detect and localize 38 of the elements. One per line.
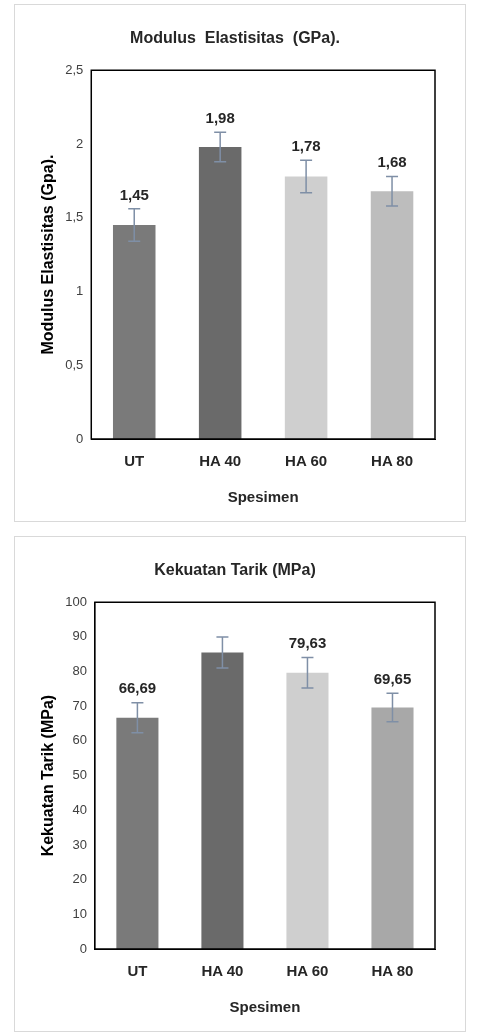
y-tick-label: 20 [72,871,87,887]
x-tick-label: UT [124,452,145,470]
y-tick-label: 80 [72,663,87,679]
y-tick-label: 0,5 [65,356,84,372]
y-tick-label: 2 [76,135,84,151]
y-tick-label: 10 [72,905,87,921]
x-tick-label: HA 60 [285,452,328,470]
data-label: 1,68 [377,153,407,171]
y-tick-label: 70 [72,697,87,713]
y-tick-label: 100 [65,593,87,609]
data-label: 69,65 [373,669,412,687]
x-tick-label: HA 40 [199,452,242,470]
x-tick-label: UT [127,962,148,980]
y-tick-label: 1 [76,283,84,299]
y-tick-label: 60 [72,732,87,748]
y-tick-label: 50 [72,767,87,783]
data-label: 1,98 [205,108,235,126]
x-axis-title: Spesimen [227,488,299,506]
y-tick-label: 0 [79,940,87,956]
y-tick-label: 0 [76,430,84,446]
x-axis-title: Spesimen [229,998,301,1016]
data-label: 66,69 [118,679,157,697]
data-label: 79,63 [288,634,327,652]
data-label: 1,78 [291,136,321,154]
x-tick-label: HA 40 [201,962,244,980]
y-axis-title: Modulus Elastisitas (Gpa). [39,154,57,355]
y-axis-title: Kekuatan Tarik (MPa) [39,694,57,857]
chart-title: Modulus Elastisitas (GPa). [130,29,340,47]
y-tick-label: 1,5 [65,209,84,225]
y-tick-label: 2,5 [65,61,84,77]
x-tick-label: HA 80 [371,962,414,980]
x-tick-label: HA 80 [371,452,414,470]
data-label: 1,45 [119,185,149,203]
y-tick-label: 40 [72,801,87,817]
y-tick-label: 90 [72,628,87,644]
x-tick-label: HA 60 [286,962,329,980]
y-tick-label: 30 [72,836,87,852]
chart-title: Kekuatan Tarik (MPa) [154,561,316,579]
